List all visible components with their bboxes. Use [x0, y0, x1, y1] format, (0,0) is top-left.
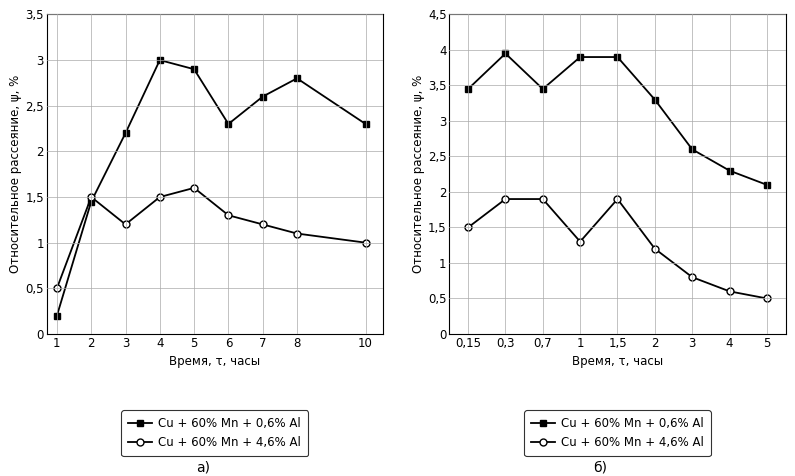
Cu + 60% Mn + 4,6% Al [538, 196, 548, 202]
Cu + 60% Mn + 0,6% Al [361, 121, 370, 127]
Cu + 60% Mn + 4,6% Al [155, 194, 165, 200]
Cu + 60% Mn + 0,6% Al [650, 97, 660, 102]
Cu + 60% Mn + 4,6% Al [501, 196, 510, 202]
Cu + 60% Mn + 4,6% Al [576, 239, 585, 245]
Text: а): а) [196, 460, 210, 474]
Cu + 60% Mn + 0,6% Al [155, 57, 165, 63]
Cu + 60% Mn + 0,6% Al [258, 94, 267, 99]
Legend: Cu + 60% Mn + 0,6% Al, Cu + 60% Mn + 4,6% Al: Cu + 60% Mn + 0,6% Al, Cu + 60% Mn + 4,6… [122, 410, 308, 456]
Text: б): б) [593, 460, 607, 474]
Cu + 60% Mn + 0,6% Al [52, 313, 62, 318]
Cu + 60% Mn + 0,6% Al [762, 182, 772, 188]
Cu + 60% Mn + 0,6% Al [223, 121, 233, 127]
Y-axis label: Относительное рассеяние, ψ, %: Относительное рассеяние, ψ, % [413, 75, 425, 273]
Cu + 60% Mn + 4,6% Al [293, 231, 302, 237]
Cu + 60% Mn + 4,6% Al [361, 240, 370, 246]
Cu + 60% Mn + 0,6% Al [538, 86, 548, 92]
Cu + 60% Mn + 4,6% Al [613, 196, 622, 202]
Cu + 60% Mn + 0,6% Al [463, 86, 473, 92]
Cu + 60% Mn + 0,6% Al [189, 66, 199, 72]
Cu + 60% Mn + 4,6% Al [688, 274, 697, 280]
Cu + 60% Mn + 4,6% Al [52, 286, 62, 291]
Cu + 60% Mn + 0,6% Al [121, 130, 130, 136]
Cu + 60% Mn + 0,6% Al [293, 76, 302, 81]
X-axis label: Время, τ, часы: Время, τ, часы [572, 355, 663, 368]
Cu + 60% Mn + 0,6% Al [613, 54, 622, 60]
Cu + 60% Mn + 0,6% Al [688, 147, 697, 152]
X-axis label: Время, τ, часы: Время, τ, часы [169, 355, 260, 368]
Cu + 60% Mn + 4,6% Al [725, 288, 735, 294]
Line: Cu + 60% Mn + 4,6% Al: Cu + 60% Mn + 4,6% Al [53, 184, 369, 292]
Line: Cu + 60% Mn + 0,6% Al: Cu + 60% Mn + 0,6% Al [53, 57, 369, 319]
Cu + 60% Mn + 4,6% Al [87, 194, 96, 200]
Cu + 60% Mn + 4,6% Al [121, 221, 130, 227]
Legend: Cu + 60% Mn + 0,6% Al, Cu + 60% Mn + 4,6% Al: Cu + 60% Mn + 0,6% Al, Cu + 60% Mn + 4,6… [524, 410, 711, 456]
Cu + 60% Mn + 4,6% Al [762, 296, 772, 301]
Cu + 60% Mn + 0,6% Al [501, 50, 510, 56]
Cu + 60% Mn + 0,6% Al [725, 168, 735, 174]
Cu + 60% Mn + 4,6% Al [189, 185, 199, 191]
Cu + 60% Mn + 0,6% Al [576, 54, 585, 60]
Line: Cu + 60% Mn + 4,6% Al: Cu + 60% Mn + 4,6% Al [464, 196, 770, 302]
Cu + 60% Mn + 4,6% Al [258, 221, 267, 227]
Cu + 60% Mn + 4,6% Al [463, 225, 473, 230]
Cu + 60% Mn + 4,6% Al [223, 212, 233, 218]
Y-axis label: Относительное рассеяние, ψ, %: Относительное рассеяние, ψ, % [10, 75, 22, 273]
Cu + 60% Mn + 4,6% Al [650, 246, 660, 252]
Cu + 60% Mn + 0,6% Al [87, 198, 96, 204]
Line: Cu + 60% Mn + 0,6% Al: Cu + 60% Mn + 0,6% Al [464, 50, 770, 188]
